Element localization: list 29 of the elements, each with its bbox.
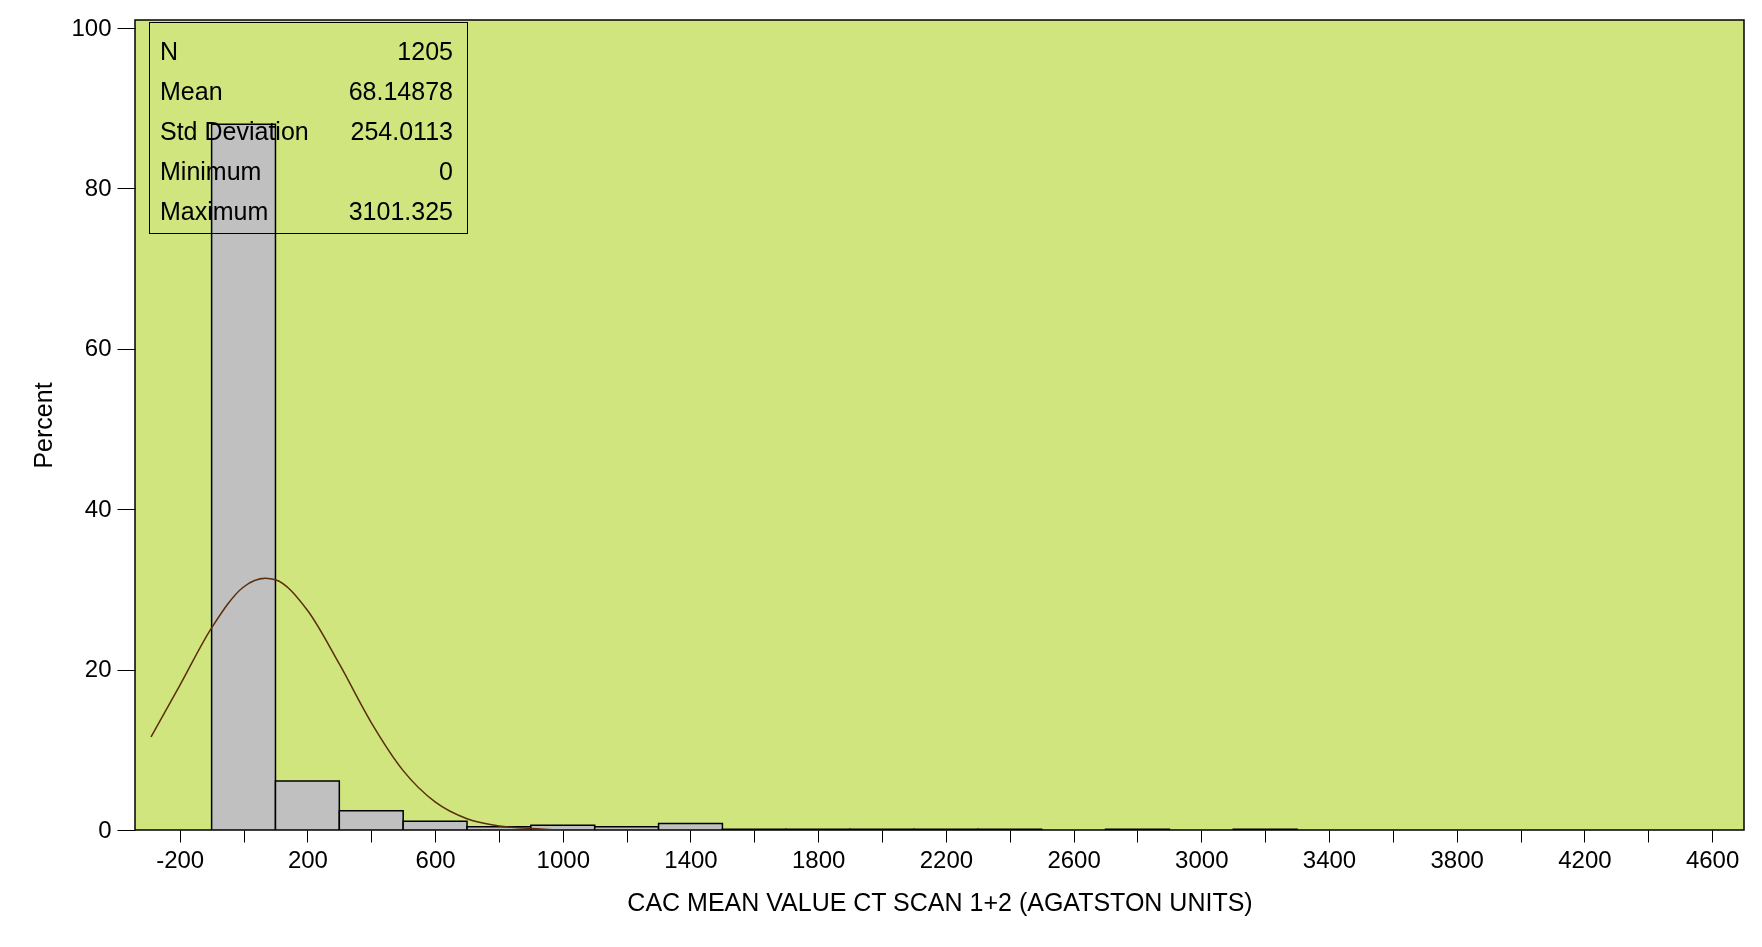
x-tick-label: -200 <box>156 845 205 873</box>
x-tick-label: 2200 <box>919 845 974 873</box>
annotation: 3101.325 <box>348 196 453 227</box>
x-tick-label: 2600 <box>1047 845 1101 873</box>
x-tick-label: 3800 <box>1430 845 1484 873</box>
annotation: 1205 <box>396 36 453 67</box>
y-tick-label: 0 <box>98 815 112 843</box>
annotation: 0 <box>438 156 453 187</box>
x-tick-label: 600 <box>415 845 456 873</box>
annotation: 68.14878 <box>348 76 453 107</box>
x-tick-label: 1000 <box>536 845 590 873</box>
x-tick-label: 1800 <box>791 845 846 873</box>
annotation: 254.0113 <box>349 116 453 147</box>
y-tick-label: 60 <box>84 334 112 362</box>
y-tick-label: 80 <box>84 173 112 201</box>
y-tick-label: 20 <box>84 655 112 683</box>
x-tick-label: 4600 <box>1685 845 1740 873</box>
x-tick-label: 3000 <box>1175 845 1229 873</box>
x-tick-label: 200 <box>287 845 328 873</box>
y-tick-label: 100 <box>71 13 112 41</box>
x-tick-label: 4200 <box>1558 845 1612 873</box>
y-axis-title: Percent <box>29 382 58 469</box>
x-tick-label: 3400 <box>1302 845 1357 873</box>
x-axis-title: CAC MEAN VALUE CT SCAN 1+2 (AGATSTON UNITS) <box>627 887 1253 916</box>
y-tick-label: 40 <box>84 494 112 522</box>
annotation: Mean <box>160 76 224 107</box>
annotation: N <box>160 36 180 67</box>
line-series <box>150 577 564 830</box>
x-tick-label: 1400 <box>664 845 718 873</box>
